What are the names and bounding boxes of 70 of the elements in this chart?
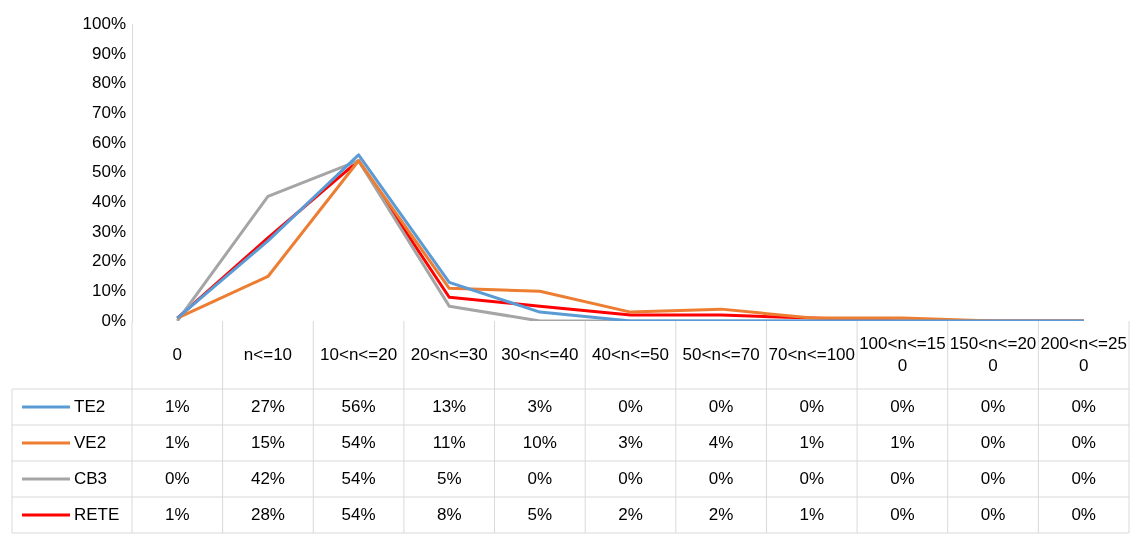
legend-label: VE2 [74,432,107,452]
x-tick-label: 200<n<=250 [1040,333,1127,375]
x-tick-label: 50<n<=70 [682,344,760,364]
x-tick-label: 10<n<=20 [320,344,398,364]
data-label: 3% [618,432,643,452]
x-tick-label: n<=10 [243,344,293,364]
y-tick-label: 60% [91,132,126,152]
data-label: 5% [436,468,462,488]
data-label: 0% [708,468,734,488]
data-label: 0% [890,396,915,416]
x-tick-label: 100<n<=150 [859,333,946,375]
data-label: 0% [799,396,825,416]
y-tick-label: 0% [101,310,126,330]
data-label: 5% [527,504,553,524]
data-label: 1% [165,432,190,452]
data-label: 54% [341,468,376,488]
data-label: 0% [165,468,190,488]
y-tick-label: 80% [91,73,126,93]
x-tick-label: 30<n<=40 [501,344,579,364]
data-label: 13% [432,396,467,416]
data-label: 15% [250,432,285,452]
y-tick-label: 20% [91,251,126,271]
data-label: 0% [1071,468,1096,488]
data-label: 11% [432,432,466,452]
y-tick-label: 10% [91,281,126,301]
data-label: 8% [436,504,462,524]
y-tick-label: 30% [91,221,126,241]
legend-label: CB3 [74,468,108,488]
x-tick-label: 150<n<=200 [949,333,1037,375]
data-label: 2% [618,504,643,524]
data-label: 0% [890,468,915,488]
data-label: 0% [618,468,643,488]
data-label: 54% [341,432,376,452]
data-label: 0% [527,468,553,488]
data-label: 54% [341,504,376,524]
data-label: 0% [1071,504,1096,524]
data-label: 56% [341,396,376,416]
data-label: 27% [250,396,285,416]
y-tick-label: 70% [91,102,126,122]
y-tick-label: 40% [91,191,126,211]
x-tick-label: 20<n<=30 [410,344,488,364]
y-tick-label: 100% [82,13,126,33]
data-label: 0% [980,504,1006,524]
data-label: 28% [250,504,285,524]
data-label: 0% [980,396,1006,416]
y-tick-label: 50% [91,162,126,182]
data-label: 3% [527,396,553,416]
legend-label: TE2 [74,396,106,416]
data-label: 42% [250,468,285,488]
data-label: 4% [708,432,734,452]
x-tick-label: 70<n<=100 [768,344,856,364]
data-label: 1% [799,432,825,452]
x-tick-label: 40<n<=50 [591,344,670,364]
data-label: 0% [799,468,825,488]
data-label: 1% [165,504,190,524]
legend-label: RETE [74,504,120,524]
data-label: 1% [799,504,825,524]
data-label: 0% [1071,396,1096,416]
y-tick-label: 90% [91,43,126,63]
data-label: 0% [980,432,1006,452]
data-label: 2% [708,504,734,524]
x-tick-label: 0 [172,344,183,364]
data-label: 0% [618,396,643,416]
data-label: 0% [980,468,1006,488]
data-label: 1% [890,432,915,452]
data-label: 0% [1071,432,1096,452]
data-label: 0% [708,396,734,416]
data-label: 0% [890,504,915,524]
data-label: 1% [165,396,190,416]
data-label: 10% [522,432,557,452]
